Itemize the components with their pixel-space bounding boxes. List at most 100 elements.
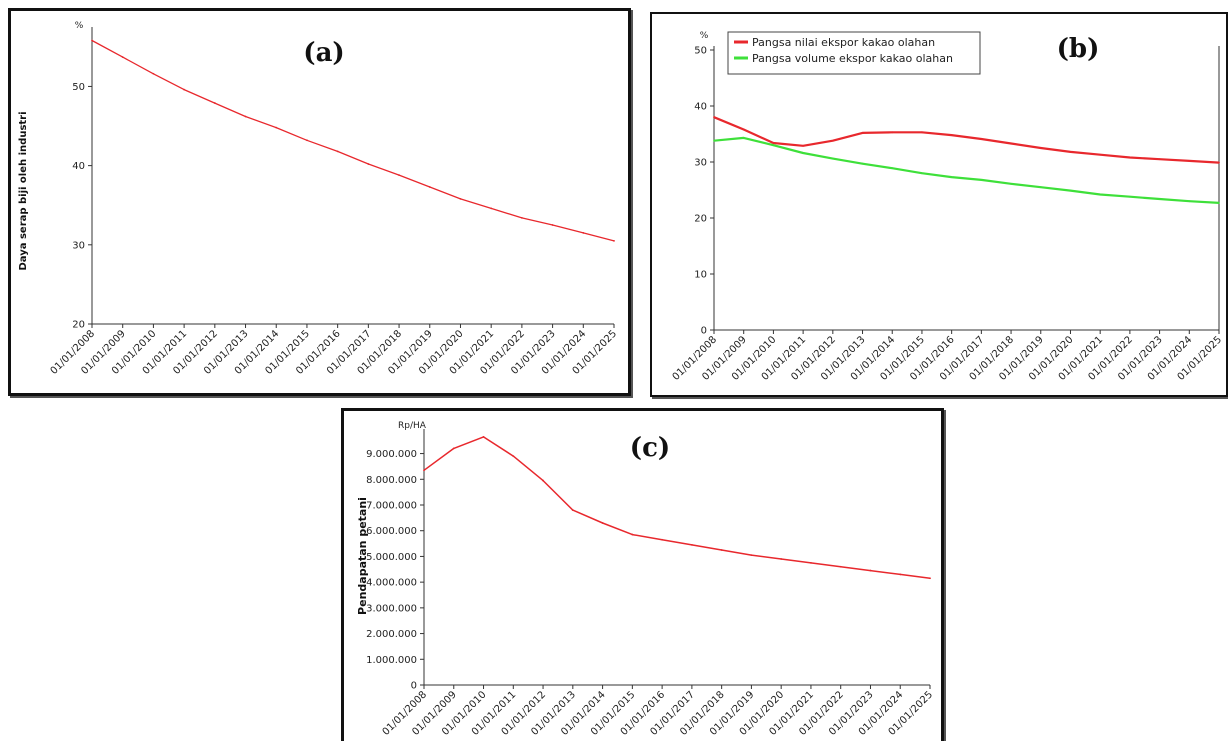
y-unit-label: Rp/HA [398,421,427,431]
data-point [482,435,485,438]
y-tick-label: 50 [72,82,85,93]
data-point [1099,153,1102,156]
data-point [980,138,983,140]
y-tick-label: 0 [411,681,417,692]
data-point [121,56,124,59]
chart-b-svg: 0102030405001/01/200801/01/200901/01/201… [671,31,1225,383]
legend-label: Pangsa nilai ekspor kakao olahan [752,36,935,49]
y-tick-label: 4.000.000 [366,578,417,589]
data-point [213,102,216,104]
data-point [520,216,523,219]
y-tick-label: 2.000.000 [366,629,417,640]
data-point [1158,198,1161,200]
data-point [601,522,604,524]
data-point [571,509,574,512]
data-point [459,197,462,200]
data-point [1218,161,1220,164]
data-point [980,179,983,181]
data-point [713,116,715,119]
y-tick-label: 10 [694,270,707,281]
y-tick-label: 7.000.000 [366,501,417,512]
series-line-1 [91,39,615,242]
panel-label: (a) [303,38,344,68]
data-point [899,573,902,576]
data-point [631,533,634,536]
y-tick-label: 6.000.000 [366,526,417,537]
data-point [306,139,308,142]
data-point [713,139,715,142]
panel-label: (c) [630,433,670,463]
data-point [1188,200,1191,203]
series-line-1 [713,116,1220,164]
data-point [398,174,400,177]
data-point [810,561,812,564]
data-point [490,207,493,210]
data-point [1218,201,1220,204]
data-point [831,157,834,160]
chart-panel-c: 0 1.000.000 2.000.000 3.000.000 4.000.000 5.0… [341,408,944,741]
data-point [1039,186,1042,189]
y-tick-label: 9.000.000 [366,449,417,460]
data-point [950,134,953,137]
data-point [921,172,923,175]
data-point [542,479,544,482]
y-tick-label: 0 [701,326,707,337]
data-point [929,577,931,580]
data-point [750,554,753,557]
chart-panel-a: 20 30 40 50 01/01/2008 01/01/2009 01/01/2010 01… [8,8,631,396]
series-line-1 [423,436,931,580]
series-line-2 [713,136,1220,204]
y-tick-label: 50 [694,46,707,57]
y-tick-label: 5.000.000 [366,552,417,563]
y-tick-label: 20 [694,214,707,225]
data-point [1099,193,1102,196]
data-point [839,565,842,568]
data-point [780,558,783,560]
data-point [831,139,834,142]
data-point [742,128,745,131]
data-point [1010,182,1012,185]
y-tick-label: 1.000.000 [366,655,417,666]
panel-label: (b) [1057,34,1100,64]
data-point [720,549,723,551]
data-point [1069,151,1072,153]
data-point [152,72,155,75]
data-point [551,224,554,226]
data-point [802,152,805,154]
data-point [861,162,864,165]
data-point [1069,189,1072,192]
y-axis-title: Daya serap biji oleh industri [18,111,29,270]
data-point [772,144,775,147]
data-point [1128,195,1131,198]
y-tick-label: 3.000.000 [366,603,417,614]
data-point [869,569,872,572]
data-point [183,88,186,91]
y-unit-label: % [75,21,84,31]
data-point [613,239,615,242]
chart-c-svg: 0 1.000.000 2.000.000 3.000.000 4.000.000 5.0… [356,421,935,738]
data-point [1128,156,1131,159]
data-point [950,176,953,179]
y-tick-label: 40 [694,102,707,113]
y-unit-label: % [700,31,709,41]
data-point [891,167,894,170]
data-point [891,131,894,134]
data-point [1010,142,1012,145]
data-point [772,142,775,144]
y-tick-label: 20 [72,320,85,331]
data-point [275,126,278,129]
data-point [244,115,247,118]
legend-box [727,31,981,75]
chart-panel-b: 0 10 20 30 40 50 01/01/2008 01/01/2009 01/01/201… [650,12,1228,397]
y-tick-label: 40 [72,161,85,172]
y-tick-label: 8.000.000 [366,475,417,486]
data-point [428,186,431,188]
data-point [921,131,923,134]
data-point [661,538,664,541]
data-point [423,469,425,472]
chart-a-svg: 2030405001/01/200801/01/200901/01/201001… [18,21,619,377]
y-tick-label: 30 [694,158,707,169]
data-point [91,39,93,42]
data-point [512,455,515,458]
data-point [1158,158,1161,161]
